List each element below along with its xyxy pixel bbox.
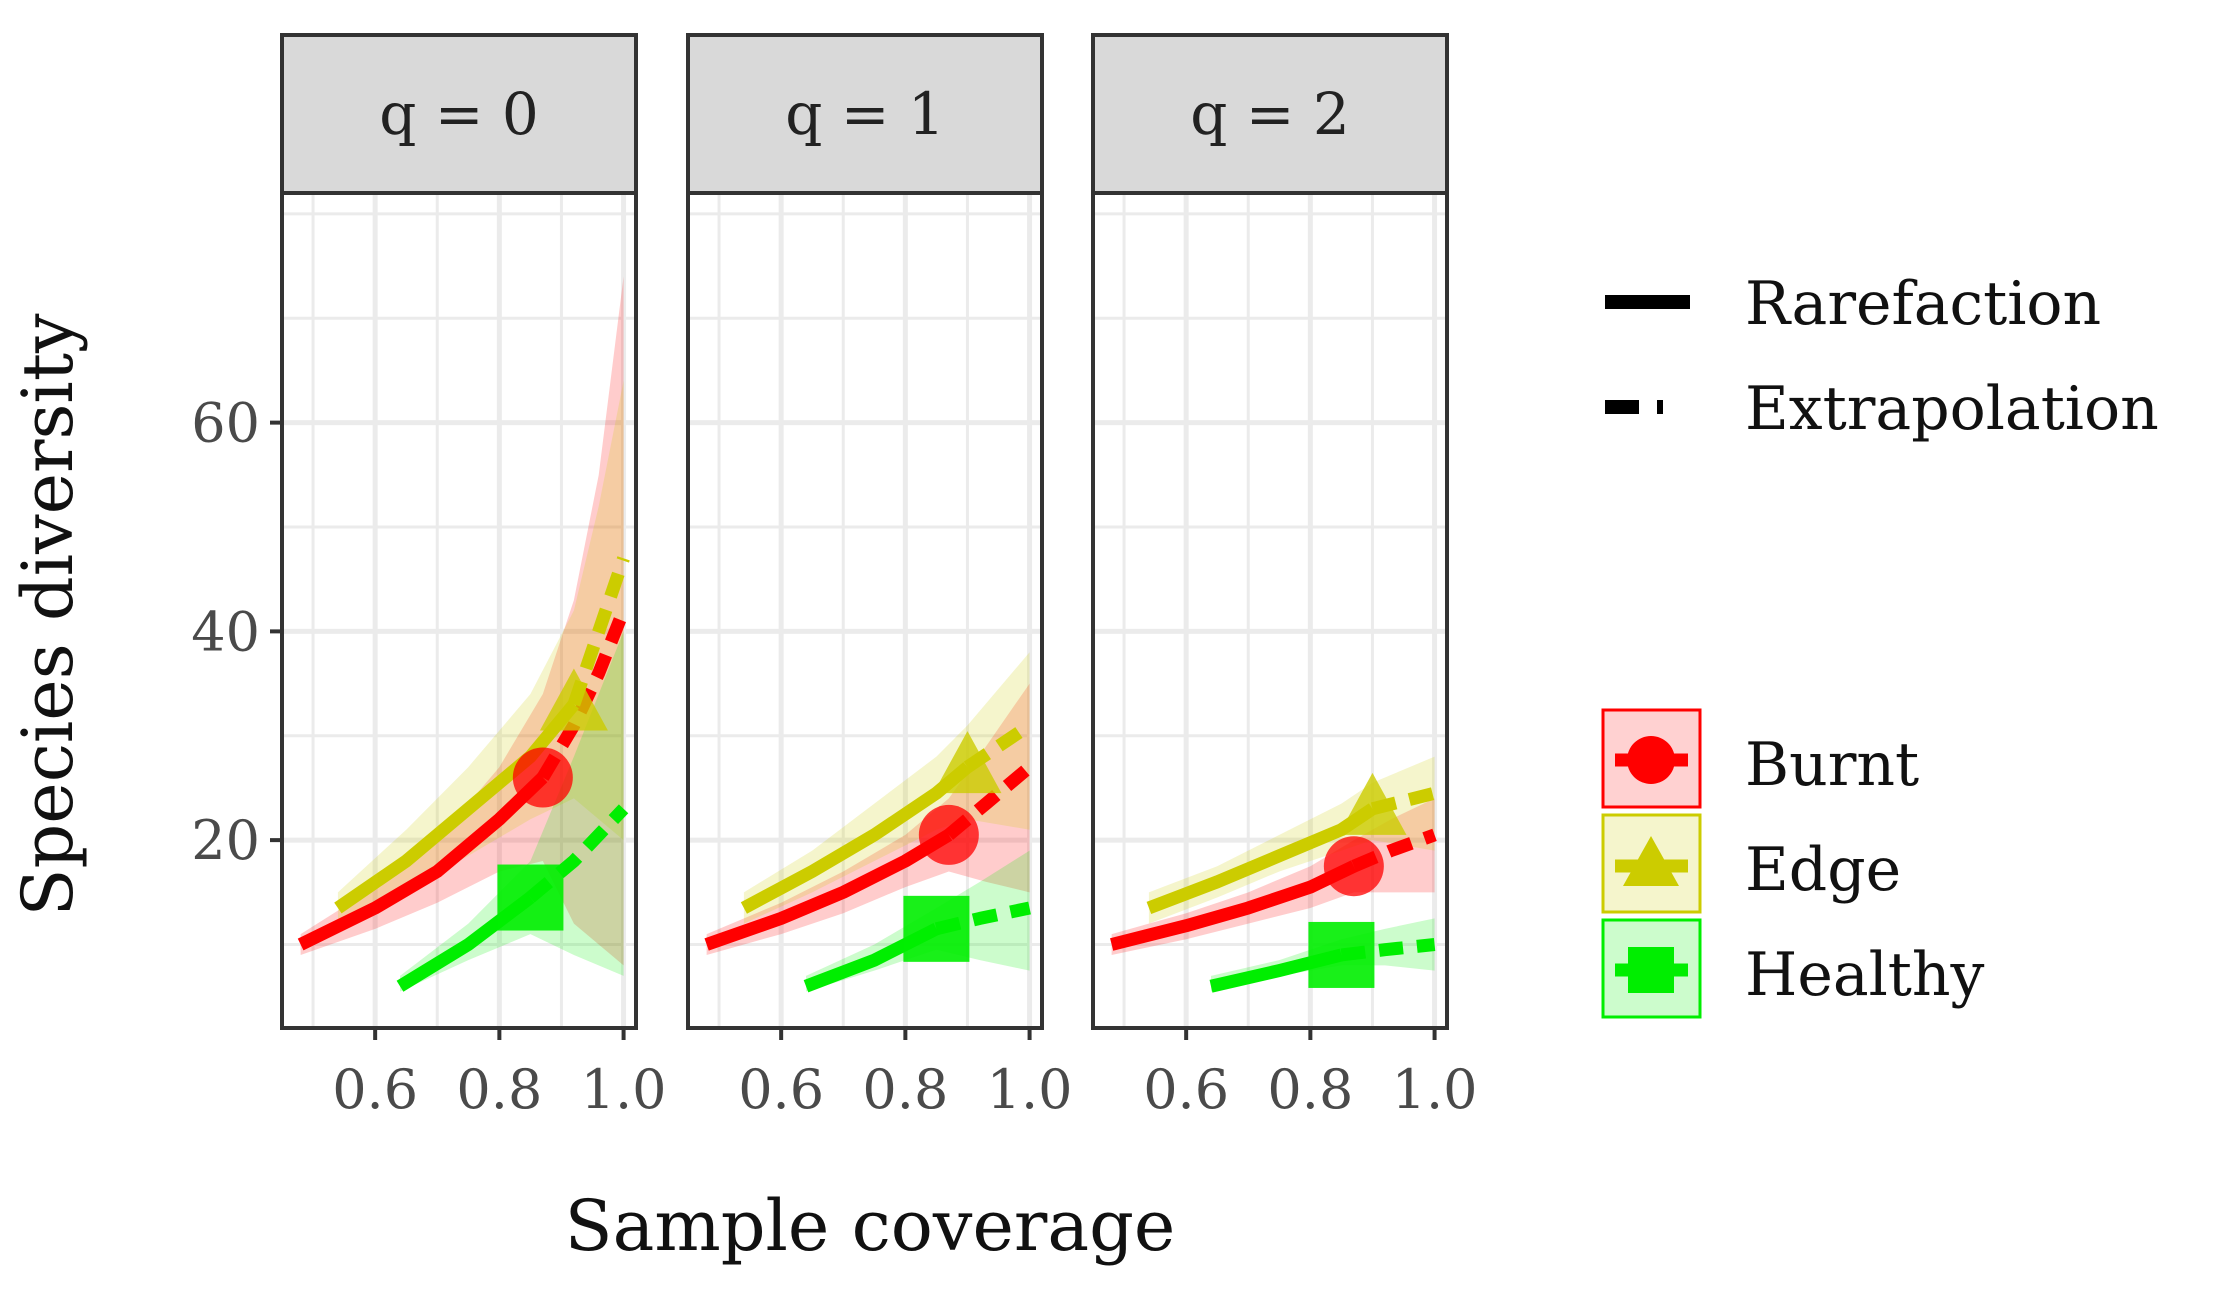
burnt-legend-circle-marker	[1627, 736, 1675, 784]
legend-entry-edge: Edge	[1601, 813, 1901, 914]
burnt-legend-label: Burnt	[1745, 730, 1919, 800]
facet-strip-label: q = 1	[785, 80, 945, 148]
panel-3: q = 2 0.6 0.8 1.0	[1091, 33, 1478, 1121]
burnt-observed-point	[512, 747, 573, 808]
extrapolation-legend-label: Extrapolation	[1745, 374, 2159, 444]
x-axis: 0.6 0.8 1.0	[332, 1028, 667, 1121]
x-axis: 0.6 0.8 1.0	[1143, 1028, 1478, 1121]
plot-background	[282, 193, 636, 1028]
edge-confidence-band	[743, 652, 1030, 924]
group-legend: Burnt Edge Healthy	[1601, 708, 1985, 1019]
healthy-observed-point	[903, 895, 970, 962]
plot-content	[1110, 756, 1437, 993]
panel-border	[1091, 191, 1449, 1030]
healthy-observed-point	[1308, 921, 1375, 988]
x-tick-label: 1.0	[1392, 1058, 1478, 1121]
burnt-rarefaction-line	[297, 772, 548, 951]
edge-observed-point	[1338, 772, 1407, 835]
legend-entry-burnt: Burnt	[1601, 708, 1919, 809]
x-tick-label: 0.8	[1267, 1058, 1353, 1121]
burnt-observed-point	[918, 804, 979, 865]
edge-legend-triangle-marker	[1623, 836, 1679, 886]
x-tick-label: 0.6	[1143, 1058, 1229, 1121]
x-axis-title: Sample coverage	[565, 1185, 1176, 1267]
facet-strip	[1091, 33, 1449, 195]
x-tick-label: 0.8	[456, 1058, 542, 1121]
facet-strip-label: q = 0	[379, 80, 539, 148]
x-axis: 0.6 0.8 1.0	[738, 1028, 1073, 1121]
panel-2: q = 1 0.6 0.8 1.0	[686, 33, 1073, 1121]
legend-entry-healthy: Healthy	[1601, 918, 1985, 1019]
x-tick-label: 1.0	[581, 1058, 667, 1121]
plot-background	[688, 193, 1042, 1028]
edge-observed-point	[933, 731, 1002, 794]
healthy-legend-label: Healthy	[1745, 940, 1985, 1010]
y-tick-label: 20	[191, 809, 260, 872]
plot-background	[1093, 193, 1447, 1028]
method-legend: Rarefaction Extrapolation	[1605, 269, 2159, 444]
burnt-confidence-band	[1111, 798, 1435, 955]
facet-strip	[686, 33, 1044, 195]
edge-extrapolation-line	[567, 556, 630, 707]
facet-strip	[280, 33, 638, 195]
x-tick-label: 0.6	[738, 1058, 824, 1121]
x-tick-label: 0.6	[332, 1058, 418, 1121]
healthy-legend-square-marker	[1628, 947, 1674, 993]
burnt-rarefaction-line	[704, 829, 953, 951]
x-tick-label: 0.8	[862, 1058, 948, 1121]
facet-panels: q = 0 0.6 0.8 1.0 q = 1 0.6 0.8 1.0 q = 2 0.6 0.8 1…	[280, 33, 1478, 1121]
burnt-observed-point	[1323, 836, 1384, 897]
y-axis: 20 40 60	[191, 392, 282, 872]
panel-border	[686, 191, 1044, 1030]
x-tick-label: 1.0	[987, 1058, 1073, 1121]
panel-border	[280, 191, 638, 1030]
y-tick-label: 60	[191, 392, 260, 455]
burnt-rarefaction-line	[1110, 860, 1357, 951]
edge-legend-label: Edge	[1745, 835, 1901, 905]
edge-observed-point	[539, 668, 608, 731]
rarefaction-legend-label: Rarefaction	[1745, 269, 2101, 339]
healthy-observed-point	[497, 864, 564, 931]
plot-content	[704, 652, 1034, 993]
y-axis-title: Species diversity	[7, 313, 89, 916]
panel-1: q = 0 0.6 0.8 1.0	[280, 33, 667, 1121]
y-tick-label: 40	[191, 600, 260, 663]
plot-content	[297, 276, 630, 992]
edge-rarefaction-line	[334, 700, 579, 914]
facet-strip-label: q = 2	[1190, 80, 1350, 148]
healthy-confidence-band	[400, 631, 624, 992]
